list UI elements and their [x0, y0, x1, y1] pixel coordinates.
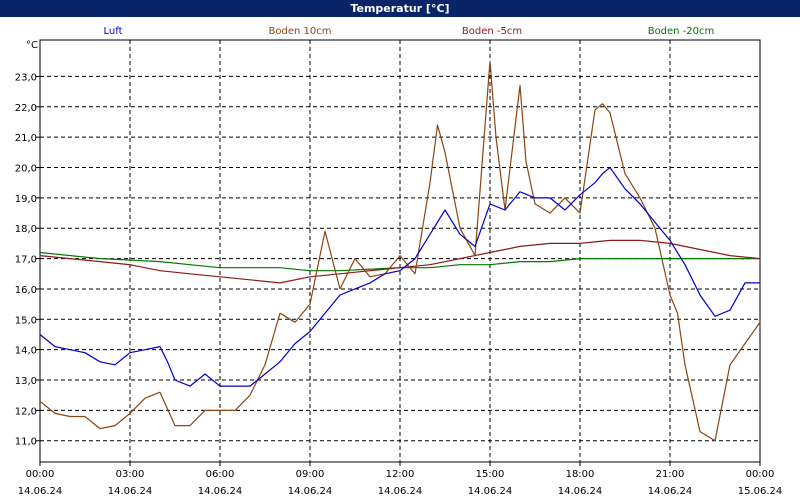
axes: 11,0 12,0 13,0 14,0 15,0 16,0 17,0 18,0 19,0 20,0… [15, 40, 783, 497]
series-line-luft [39, 166, 760, 387]
x-tick-label-date: 14.06.24 [648, 486, 693, 497]
y-tick-label: 12,0 [15, 406, 37, 417]
x-tick-label-time: 09:00 [296, 469, 325, 480]
x-tick-label-date: 14.06.24 [18, 486, 63, 497]
legend-entry: Boden -5cm [462, 26, 522, 37]
y-tick-label: 11,0 [15, 437, 37, 448]
y-tick-label: 13,0 [15, 376, 37, 387]
x-tick-label-time: 00:00 [746, 469, 775, 480]
x-tick-label-date: 14.06.24 [378, 486, 423, 497]
x-tick-label-time: 21:00 [656, 469, 685, 480]
series-lines [39, 60, 761, 442]
y-tick-label: 17,0 [15, 255, 37, 266]
y-tick-label: 16,0 [15, 285, 37, 296]
x-tick-label-time: 12:00 [386, 469, 415, 480]
y-tick-label: 18,0 [15, 224, 37, 235]
y-tick-label: 20,0 [15, 164, 37, 175]
grid [39, 39, 761, 463]
series-line-boden-10cm [39, 60, 761, 442]
x-tick-label-time: 15:00 [476, 469, 505, 480]
legend-entry: Boden 10cm [269, 26, 332, 37]
legend: Luft Boden 10cm Boden -5cm Boden -20cm [104, 26, 715, 37]
y-tick-label: 21,0 [15, 133, 37, 144]
x-tick-label-time: 18:00 [566, 469, 595, 480]
x-tick-label-time: 03:00 [116, 469, 145, 480]
y-tick-label: 19,0 [15, 194, 37, 205]
x-tick-label-date: 14.06.24 [108, 486, 153, 497]
y-tick-label: 14,0 [15, 346, 37, 357]
x-tick-label-date: 14.06.24 [198, 486, 243, 497]
series-line-boden-5cm [39, 239, 761, 284]
x-tick-label-date: 14.06.24 [558, 486, 603, 497]
y-axis-label: °C [26, 40, 38, 51]
x-tick-label-date: 14.06.24 [288, 486, 333, 497]
x-tick-label-date: 14.06.24 [468, 486, 513, 497]
x-tick-label-time: 00:00 [26, 469, 55, 480]
chart-title: Temperatur [°C] [0, 0, 800, 17]
y-tick-label: 23,0 [15, 72, 37, 83]
series-line-boden-20cm [39, 251, 760, 272]
y-tick-label: 15,0 [15, 315, 37, 326]
legend-entry: Luft [104, 26, 123, 37]
x-tick-label-date: 15.06.24 [738, 486, 783, 497]
y-tick-label: 22,0 [15, 103, 37, 114]
x-tick-label-time: 06:00 [206, 469, 235, 480]
legend-entry: Boden -20cm [648, 26, 715, 37]
